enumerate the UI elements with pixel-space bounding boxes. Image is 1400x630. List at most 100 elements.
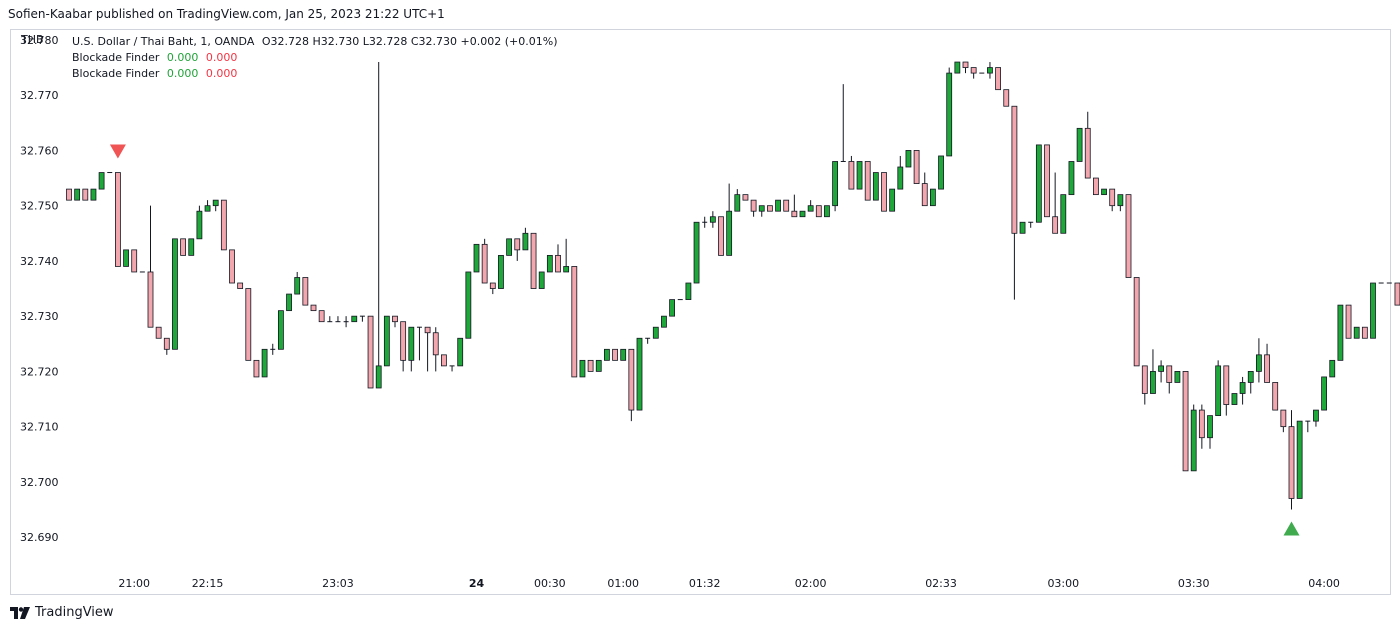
- candle[interactable]: [400, 321, 407, 372]
- candle[interactable]: [522, 227, 529, 251]
- candle[interactable]: [1084, 111, 1091, 179]
- candle[interactable]: [750, 199, 757, 217]
- candle[interactable]: [1141, 365, 1148, 405]
- candle[interactable]: [98, 172, 105, 190]
- candle[interactable]: [1264, 343, 1270, 383]
- candle[interactable]: [1003, 89, 1010, 107]
- candle[interactable]: [416, 326, 422, 361]
- candle[interactable]: [465, 271, 472, 339]
- candle[interactable]: [457, 337, 464, 367]
- candle[interactable]: [294, 271, 301, 295]
- candle[interactable]: [408, 326, 415, 372]
- candle[interactable]: [832, 161, 838, 212]
- candle[interactable]: [1207, 415, 1213, 449]
- candle[interactable]: [693, 221, 700, 284]
- candle[interactable]: [82, 188, 89, 201]
- candle[interactable]: [392, 315, 398, 328]
- candle[interactable]: [1190, 404, 1197, 472]
- candle[interactable]: [432, 327, 439, 372]
- candle[interactable]: [1019, 221, 1026, 234]
- candle[interactable]: [343, 316, 349, 328]
- candle[interactable]: [1288, 410, 1295, 510]
- candle[interactable]: [742, 194, 749, 201]
- candle[interactable]: [530, 232, 537, 289]
- candle[interactable]: [229, 249, 235, 284]
- candle[interactable]: [489, 282, 496, 295]
- candle[interactable]: [147, 205, 154, 328]
- candle[interactable]: [1313, 409, 1319, 427]
- candle[interactable]: [856, 161, 863, 190]
- candle[interactable]: [327, 316, 333, 323]
- candle[interactable]: [1353, 326, 1360, 339]
- candle[interactable]: [604, 348, 610, 361]
- candle[interactable]: [1256, 338, 1262, 383]
- candle[interactable]: [758, 205, 765, 217]
- candle[interactable]: [220, 199, 227, 251]
- candle[interactable]: [310, 304, 317, 312]
- candle[interactable]: [1223, 365, 1230, 416]
- candle[interactable]: [799, 210, 806, 218]
- candle[interactable]: [196, 205, 203, 240]
- candle[interactable]: [359, 315, 365, 322]
- candle[interactable]: [237, 282, 244, 289]
- candle[interactable]: [652, 326, 659, 339]
- candle[interactable]: [1125, 194, 1132, 278]
- candle[interactable]: [1076, 127, 1083, 162]
- candle[interactable]: [212, 199, 219, 212]
- candle[interactable]: [1174, 371, 1181, 383]
- candle[interactable]: [685, 282, 692, 300]
- candle[interactable]: [815, 205, 822, 218]
- candle[interactable]: [1150, 349, 1156, 394]
- candle[interactable]: [546, 254, 553, 273]
- candle[interactable]: [938, 155, 944, 190]
- candle[interactable]: [245, 288, 252, 361]
- candle[interactable]: [449, 365, 455, 372]
- footer[interactable]: TradingView: [10, 605, 114, 620]
- candle[interactable]: [579, 359, 586, 378]
- candle[interactable]: [1321, 376, 1327, 411]
- candle[interactable]: [375, 62, 382, 389]
- candle[interactable]: [188, 238, 195, 256]
- candle[interactable]: [718, 216, 724, 256]
- candle[interactable]: [571, 266, 578, 378]
- candle[interactable]: [628, 348, 635, 422]
- candle[interactable]: [612, 348, 618, 361]
- candle[interactable]: [563, 238, 570, 273]
- candle[interactable]: [1158, 360, 1164, 383]
- candle[interactable]: [367, 315, 374, 389]
- candle[interactable]: [946, 67, 953, 157]
- candle[interactable]: [172, 238, 178, 350]
- candle[interactable]: [123, 249, 129, 267]
- candle[interactable]: [318, 310, 325, 323]
- candle[interactable]: [1280, 409, 1287, 433]
- candle[interactable]: [1394, 282, 1400, 306]
- symbol-row[interactable]: U.S. Dollar / Thai Baht, 1, OANDA O32.72…: [72, 34, 562, 50]
- candle[interactable]: [204, 200, 211, 212]
- candle[interactable]: [1011, 105, 1018, 300]
- candle[interactable]: [905, 150, 912, 168]
- candle[interactable]: [1109, 188, 1116, 212]
- candle[interactable]: [1272, 382, 1279, 411]
- candle[interactable]: [1166, 365, 1173, 394]
- candle[interactable]: [1052, 172, 1059, 234]
- candle[interactable]: [261, 348, 268, 378]
- candle[interactable]: [1337, 304, 1344, 361]
- candle[interactable]: [897, 155, 904, 190]
- candle[interactable]: [636, 337, 643, 411]
- candle[interactable]: [1296, 420, 1303, 499]
- candle[interactable]: [155, 326, 162, 339]
- candle[interactable]: [1215, 360, 1222, 417]
- candle[interactable]: [506, 238, 513, 256]
- candle[interactable]: [970, 67, 977, 79]
- candle[interactable]: [734, 189, 741, 212]
- candle[interactable]: [286, 293, 292, 312]
- candle[interactable]: [913, 150, 920, 184]
- candle[interactable]: [881, 172, 887, 212]
- candle[interactable]: [669, 299, 675, 317]
- candle[interactable]: [1101, 188, 1107, 196]
- indicator-row-1[interactable]: Blockade Finder 0.000 0.000: [72, 50, 562, 66]
- candle[interactable]: [180, 238, 187, 256]
- candle[interactable]: [995, 67, 1001, 91]
- candle[interactable]: [1117, 194, 1124, 212]
